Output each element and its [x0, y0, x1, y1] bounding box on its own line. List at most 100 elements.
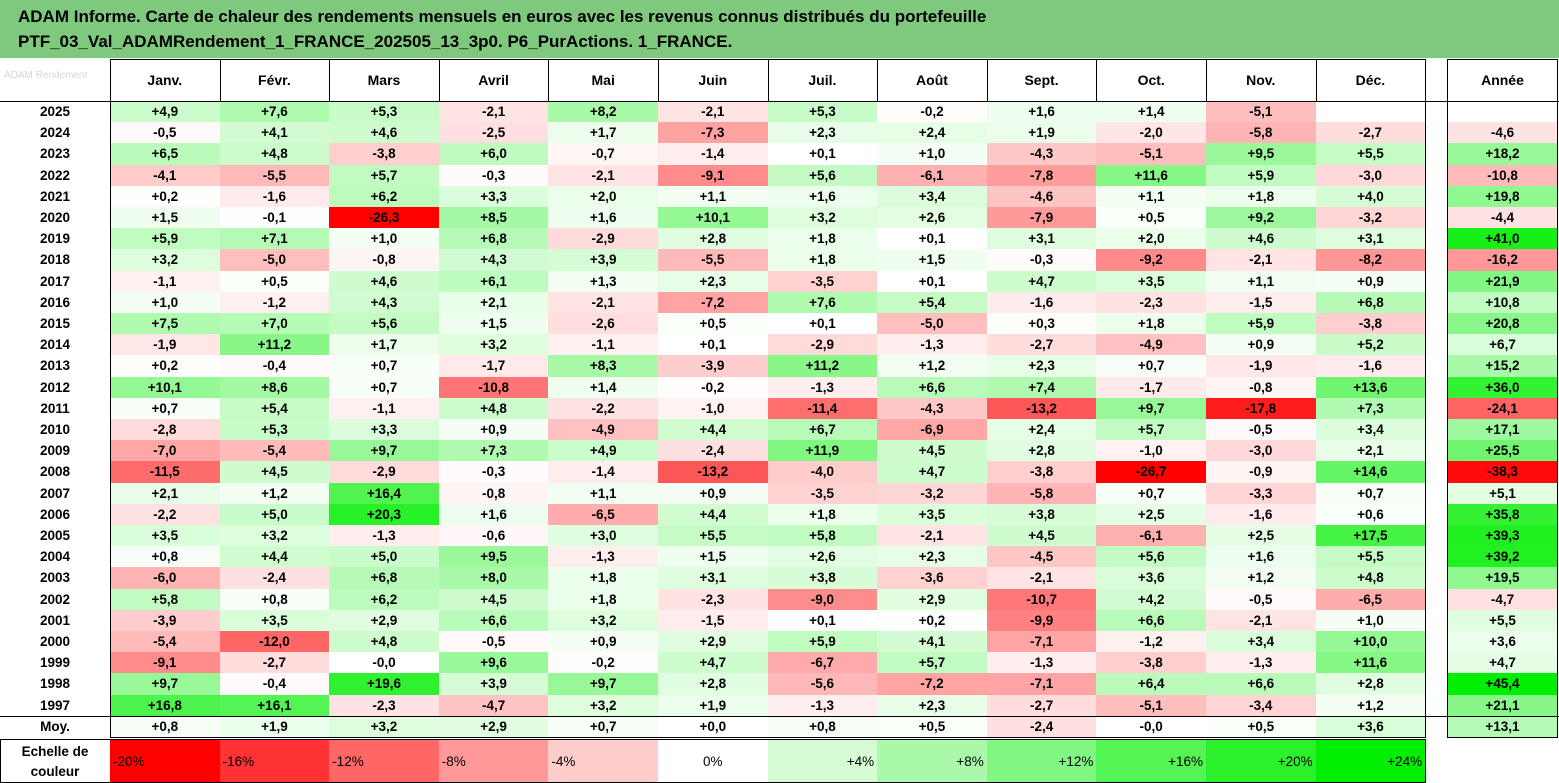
header-column-rule	[1206, 59, 1207, 101]
heat-cell: +1,5	[877, 249, 987, 271]
row-label-Moy.: Moy.	[40, 718, 70, 734]
heat-cell: +2,5	[1206, 525, 1316, 547]
heat-cell: +1,7	[329, 334, 439, 356]
heat-cell: -2,7	[219, 652, 330, 674]
report-title-line-2: PTF_03_Val_ADAMRendement_1_FRANCE_202505…	[18, 32, 733, 51]
row-label-2021: 2021	[39, 188, 71, 204]
heat-cell: +0,7	[1315, 482, 1426, 504]
row-label-2020: 2020	[39, 210, 71, 226]
heat-cell: -6,7	[767, 652, 878, 674]
heat-cell: +2,8	[658, 228, 768, 250]
heat-cell: +6,4	[1096, 673, 1206, 695]
heat-cell: -2,3	[329, 694, 439, 716]
row-label-2015: 2015	[39, 316, 71, 332]
heat-cell: +5,9	[1206, 313, 1316, 335]
header-column-rule	[1315, 59, 1317, 101]
heat-cell: +1,6	[438, 503, 549, 525]
heat-cell: -2,9	[329, 461, 439, 483]
heat-cell: -1,1	[329, 397, 439, 419]
heat-cell: +1,8	[548, 588, 658, 610]
row-label-2003: 2003	[39, 570, 71, 586]
heat-cell: -4,3	[986, 143, 1097, 165]
heat-cell: +0,8	[110, 546, 220, 568]
heat-cell: +0,7	[1096, 355, 1206, 377]
heat-cell: -3,5	[767, 482, 878, 504]
year-total-cell: -16,2	[1447, 249, 1558, 271]
heat-cell: -9,1	[110, 652, 220, 674]
color-scale-step: +16%	[1096, 740, 1206, 783]
heat-cell: +9,5	[1206, 143, 1316, 165]
year-total-cell: -4,7	[1447, 588, 1558, 610]
row-label-2011: 2011	[40, 400, 70, 416]
heat-cell: -11,4	[767, 397, 878, 419]
heat-cell: +0,9	[548, 631, 658, 653]
heat-cell: +1,4	[548, 376, 658, 398]
heat-cell: +0,7	[329, 376, 439, 398]
heat-cell: +1,6	[986, 101, 1097, 123]
heat-cell: +3,8	[986, 503, 1097, 525]
heat-cell: +6,6	[438, 609, 549, 631]
heat-cell: +3,8	[767, 567, 878, 589]
heat-cell: +6,2	[329, 588, 439, 610]
year-total-cell: +20,8	[1447, 313, 1558, 335]
heat-cell: -4,0	[767, 461, 878, 483]
heat-cell: +2,6	[767, 546, 878, 568]
heat-cell: +5,5	[1315, 546, 1426, 568]
heat-cell: -2,9	[548, 228, 658, 250]
heat-cell: +9,6	[438, 652, 549, 674]
heat-cell: +4,9	[548, 440, 658, 462]
heat-cell: -2,3	[658, 588, 768, 610]
heat-cell: +11,6	[1315, 652, 1426, 674]
year-total-cell: +6,7	[1447, 334, 1558, 356]
heat-cell: -0,2	[548, 652, 658, 674]
heat-cell: -2,1	[548, 164, 658, 186]
heat-cell: +4,5	[986, 525, 1097, 547]
column-header-10: Nov.	[1246, 72, 1276, 88]
heat-cell: -0,2	[658, 376, 768, 398]
heat-cell: +1,9	[658, 694, 768, 716]
heat-cell: -5,5	[658, 249, 768, 271]
heat-cell: -3,9	[658, 355, 768, 377]
row-label-1999: 1999	[39, 655, 71, 671]
heat-cell: +4,0	[1315, 185, 1426, 207]
heat-cell: +3,4	[1206, 631, 1316, 653]
heat-cell: +6,2	[329, 185, 439, 207]
row-label-2000: 2000	[39, 634, 71, 650]
heat-cell: +4,7	[986, 270, 1097, 292]
heat-cell: +19,6	[329, 673, 439, 695]
year-total-cell: +5,1	[1447, 482, 1558, 504]
row-label-2024: 2024	[39, 125, 71, 141]
heat-cell: +0,7	[329, 355, 439, 377]
heat-cell: -5,6	[767, 673, 878, 695]
heat-cell: +2,4	[877, 122, 987, 144]
heat-cell: -0,8	[1206, 376, 1316, 398]
heat-cell: +5,3	[767, 101, 878, 123]
heat-cell: +0,7	[110, 397, 220, 419]
heat-cell: -9,1	[658, 164, 768, 186]
heat-cell: +3,2	[110, 249, 220, 271]
heat-cell: +2,1	[110, 482, 220, 504]
heat-cell: -7,0	[110, 440, 220, 462]
heat-cell: +1,2	[1206, 567, 1316, 589]
heat-cell: +0,8	[767, 715, 878, 737]
heat-cell: +1,5	[658, 546, 768, 568]
heat-cell: -3,5	[767, 270, 878, 292]
faded-logo: ADAM Rendement	[4, 70, 88, 81]
row-label-2012: 2012	[39, 379, 71, 395]
heat-cell: +3,5	[110, 525, 220, 547]
heat-cell: +3,0	[548, 525, 658, 547]
heat-cell: -2,3	[1096, 291, 1206, 313]
heat-cell: -1,4	[548, 461, 658, 483]
heat-cell: -3,3	[1206, 482, 1316, 504]
heat-cell: -1,1	[110, 270, 220, 292]
heat-cell: +1,1	[548, 482, 658, 504]
heat-cell: -0,3	[438, 461, 549, 483]
heat-cell: -1,5	[1206, 291, 1316, 313]
heat-cell: -1,4	[658, 143, 768, 165]
heat-cell: +6,0	[438, 143, 549, 165]
heat-cell: +5,7	[329, 164, 439, 186]
heat-cell: -2,7	[1315, 122, 1426, 144]
heat-cell: -10,8	[438, 376, 549, 398]
column-header-1: Févr.	[258, 72, 291, 88]
heat-cell: -2,0	[1096, 122, 1206, 144]
